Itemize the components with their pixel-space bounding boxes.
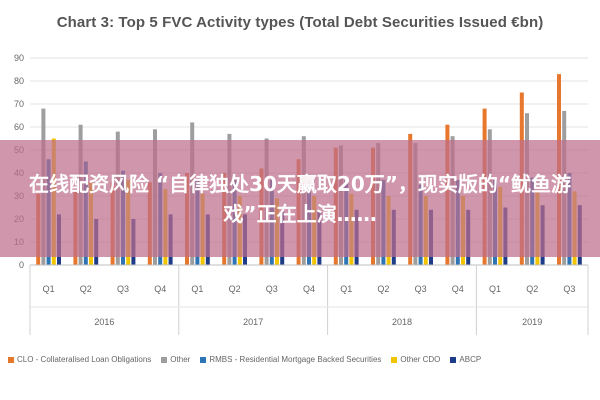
legend-swatch — [450, 356, 457, 363]
group-label: 2017 — [243, 317, 263, 327]
x-tick-label: Q4 — [303, 284, 315, 294]
banner-text: 在线配资风险 “自律独处30天赢取20万”，现实版的“鱿鱼游戏”正在上演…… — [28, 171, 572, 226]
y-tick-label: 70 — [14, 99, 24, 109]
legend-swatch — [161, 356, 168, 363]
legend-label: CLO - Collateralised Loan Obligations — [17, 355, 152, 364]
legend-swatch — [8, 356, 14, 363]
group-label: 2018 — [392, 317, 412, 327]
legend-swatch — [391, 356, 398, 363]
y-tick-label: 80 — [14, 76, 24, 86]
legend-label: Other CDO — [400, 355, 441, 364]
group-label: 2019 — [522, 317, 542, 327]
x-tick-label: Q4 — [154, 284, 166, 294]
legend-swatch — [200, 356, 207, 363]
legend-item: ABCP — [450, 355, 481, 364]
chart-title: Chart 3: Top 5 FVC Activity types (Total… — [56, 14, 544, 31]
x-tick-label: Q3 — [117, 284, 129, 294]
x-tick-label: Q1 — [43, 284, 55, 294]
y-tick-label: 60 — [14, 122, 24, 132]
x-tick-label: Q2 — [229, 284, 241, 294]
x-tick-label: Q1 — [191, 284, 203, 294]
legend-item: CLO - Collateralised Loan Obligations — [8, 355, 151, 364]
overlay-banner[interactable]: 在线配资风险 “自律独处30天赢取20万”，现实版的“鱿鱼游戏”正在上演…… — [0, 140, 600, 257]
legend-label: Other — [170, 355, 191, 364]
x-tick-label: Q3 — [415, 284, 427, 294]
chart-legend: CLO - Collateralised Loan Obligations Oth… — [8, 355, 598, 364]
legend-item: Other CDO — [391, 355, 440, 364]
group-label: 2016 — [94, 317, 114, 327]
x-tick-label: Q3 — [563, 284, 575, 294]
x-tick-label: Q2 — [526, 284, 538, 294]
x-tick-label: Q1 — [340, 284, 352, 294]
x-tick-label: Q4 — [452, 284, 464, 294]
x-tick-label: Q3 — [266, 284, 278, 294]
legend-label: RMBS - Residential Mortgage Backed Secur… — [209, 355, 382, 364]
legend-item: Other — [161, 355, 190, 364]
x-tick-label: Q2 — [377, 284, 389, 294]
x-tick-label: Q1 — [489, 284, 501, 294]
legend-item: RMBS - Residential Mortgage Backed Secur… — [200, 355, 381, 364]
x-tick-label: Q2 — [80, 284, 92, 294]
y-tick-label: 90 — [14, 53, 24, 63]
legend-label: ABCP — [459, 355, 482, 364]
y-tick-label: 0 — [19, 260, 24, 270]
